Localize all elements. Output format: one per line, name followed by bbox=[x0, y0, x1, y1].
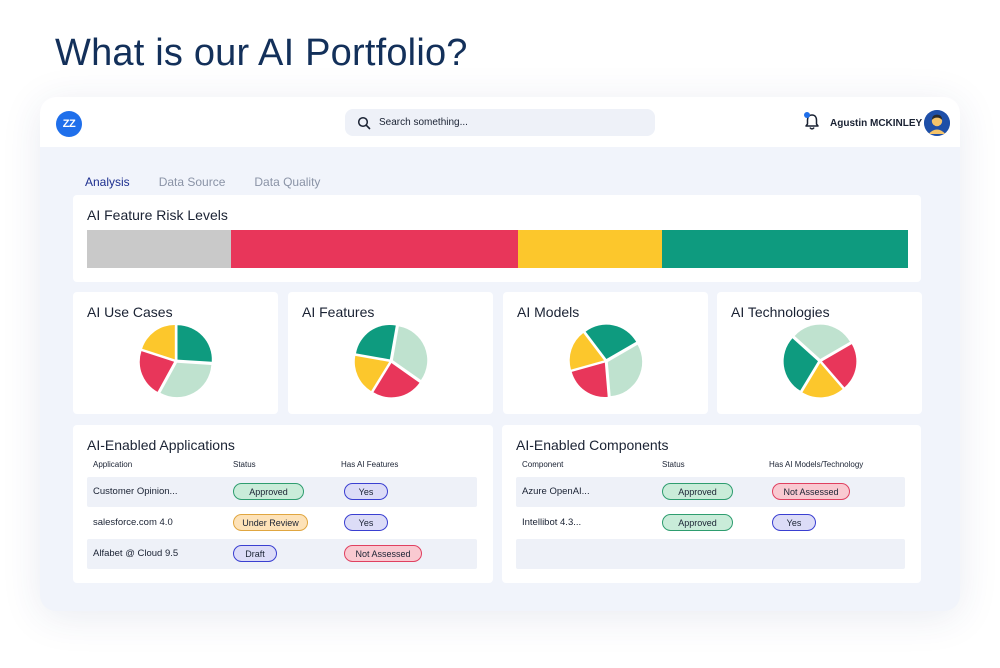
pie-slice[interactable] bbox=[373, 363, 420, 398]
tab-data-source[interactable]: Data Source bbox=[158, 175, 226, 189]
tab-bar: Analysis Data Source Data Quality bbox=[85, 175, 349, 189]
table-row-empty bbox=[516, 539, 905, 569]
ai-features-badge: Yes bbox=[344, 483, 388, 500]
ai-features-badge: Yes bbox=[344, 514, 388, 531]
status-badge: Approved bbox=[662, 483, 733, 500]
tab-analysis[interactable]: Analysis bbox=[85, 175, 130, 189]
components-card: AI-Enabled Components Component Status H… bbox=[502, 425, 921, 583]
search-icon bbox=[357, 116, 371, 129]
pie-slice[interactable] bbox=[160, 362, 212, 398]
column-header-has-ai-models-technology: Has AI Models/Technology bbox=[769, 460, 864, 469]
ai-features-badge: Not Assessed bbox=[344, 545, 422, 562]
user-avatar-icon bbox=[924, 110, 950, 136]
pie-slice[interactable] bbox=[569, 332, 605, 370]
application-name: salesforce.com 4.0 bbox=[93, 517, 173, 528]
component-name: Azure OpenAI... bbox=[522, 486, 590, 497]
column-header-application: Application bbox=[93, 460, 133, 469]
use-cases-card: AI Use Cases bbox=[73, 292, 278, 414]
pie-slice[interactable] bbox=[354, 355, 390, 392]
page-headline: What is our AI Portfolio? bbox=[55, 32, 468, 74]
user-name[interactable]: Agustin MCKINLEY bbox=[830, 118, 923, 129]
status-badge: Approved bbox=[233, 483, 304, 500]
table-row[interactable]: Azure OpenAI... Approved Not Assessed bbox=[516, 477, 905, 507]
pie-slice[interactable] bbox=[802, 363, 843, 398]
pie-slice[interactable] bbox=[783, 338, 818, 391]
risk-levels-bar bbox=[87, 230, 908, 268]
column-header-status: Status bbox=[233, 460, 256, 469]
models-card: AI Models bbox=[503, 292, 708, 414]
pie-slice[interactable] bbox=[822, 344, 857, 388]
status-badge: Approved bbox=[662, 514, 733, 531]
tab-data-quality[interactable]: Data Quality bbox=[254, 175, 321, 189]
status-badge: Draft bbox=[233, 545, 277, 562]
models-title: AI Models bbox=[517, 304, 580, 320]
pie-slice[interactable] bbox=[585, 324, 637, 359]
features-title: AI Features bbox=[302, 304, 375, 320]
use-cases-title: AI Use Cases bbox=[87, 304, 173, 320]
pie-slice[interactable] bbox=[571, 362, 608, 398]
table-row[interactable]: salesforce.com 4.0 Under Review Yes bbox=[87, 508, 477, 538]
applications-title: AI-Enabled Applications bbox=[87, 437, 235, 453]
table-row[interactable]: Intellibot 4.3... Approved Yes bbox=[516, 508, 905, 538]
search-input[interactable] bbox=[379, 117, 629, 128]
pie-slice[interactable] bbox=[794, 324, 850, 359]
ai-models-badge: Not Assessed bbox=[772, 483, 850, 500]
table-row[interactable]: Customer Opinion... Approved Yes bbox=[87, 477, 477, 507]
user-avatar[interactable] bbox=[924, 110, 950, 136]
technologies-title: AI Technologies bbox=[731, 304, 830, 320]
technologies-card: AI Technologies bbox=[717, 292, 922, 414]
risk-segment-none[interactable] bbox=[87, 230, 231, 268]
search-box[interactable] bbox=[345, 109, 655, 136]
ai-models-badge: Yes bbox=[772, 514, 816, 531]
features-pie[interactable] bbox=[352, 322, 430, 400]
components-title: AI-Enabled Components bbox=[516, 437, 669, 453]
app-logo[interactable]: ZZ bbox=[56, 111, 82, 137]
status-badge: Under Review bbox=[233, 514, 308, 531]
component-name: Intellibot 4.3... bbox=[522, 517, 582, 528]
risk-segment-low[interactable] bbox=[661, 230, 908, 268]
pie-slice[interactable] bbox=[139, 351, 175, 392]
use-cases-pie[interactable] bbox=[137, 322, 215, 400]
technologies-pie[interactable] bbox=[781, 322, 859, 400]
applications-card: AI-Enabled Applications Application Stat… bbox=[73, 425, 493, 583]
app-window: ZZ Agustin MCKINLEY Analysis Data Source bbox=[40, 97, 960, 611]
notification-dot bbox=[804, 112, 810, 118]
column-header-has-ai-features: Has AI Features bbox=[341, 460, 399, 469]
risk-segment-medium[interactable] bbox=[518, 230, 662, 268]
features-card: AI Features bbox=[288, 292, 493, 414]
risk-segment-high[interactable] bbox=[230, 230, 519, 268]
pie-slice[interactable] bbox=[177, 325, 212, 362]
risk-levels-title: AI Feature Risk Levels bbox=[87, 207, 228, 223]
application-name: Alfabet @ Cloud 9.5 bbox=[93, 548, 179, 559]
column-header-status: Status bbox=[662, 460, 685, 469]
models-pie[interactable] bbox=[567, 322, 645, 400]
column-header-component: Component bbox=[522, 460, 564, 469]
top-bar: ZZ Agustin MCKINLEY bbox=[40, 97, 960, 147]
pie-slice[interactable] bbox=[392, 326, 428, 381]
pie-slice[interactable] bbox=[607, 344, 643, 397]
risk-levels-card: AI Feature Risk Levels bbox=[73, 195, 921, 282]
pie-slice[interactable] bbox=[142, 324, 175, 360]
table-row[interactable]: Alfabet @ Cloud 9.5 Draft Not Assessed bbox=[87, 539, 477, 569]
pie-slice[interactable] bbox=[355, 324, 396, 360]
application-name: Customer Opinion... bbox=[93, 486, 178, 497]
